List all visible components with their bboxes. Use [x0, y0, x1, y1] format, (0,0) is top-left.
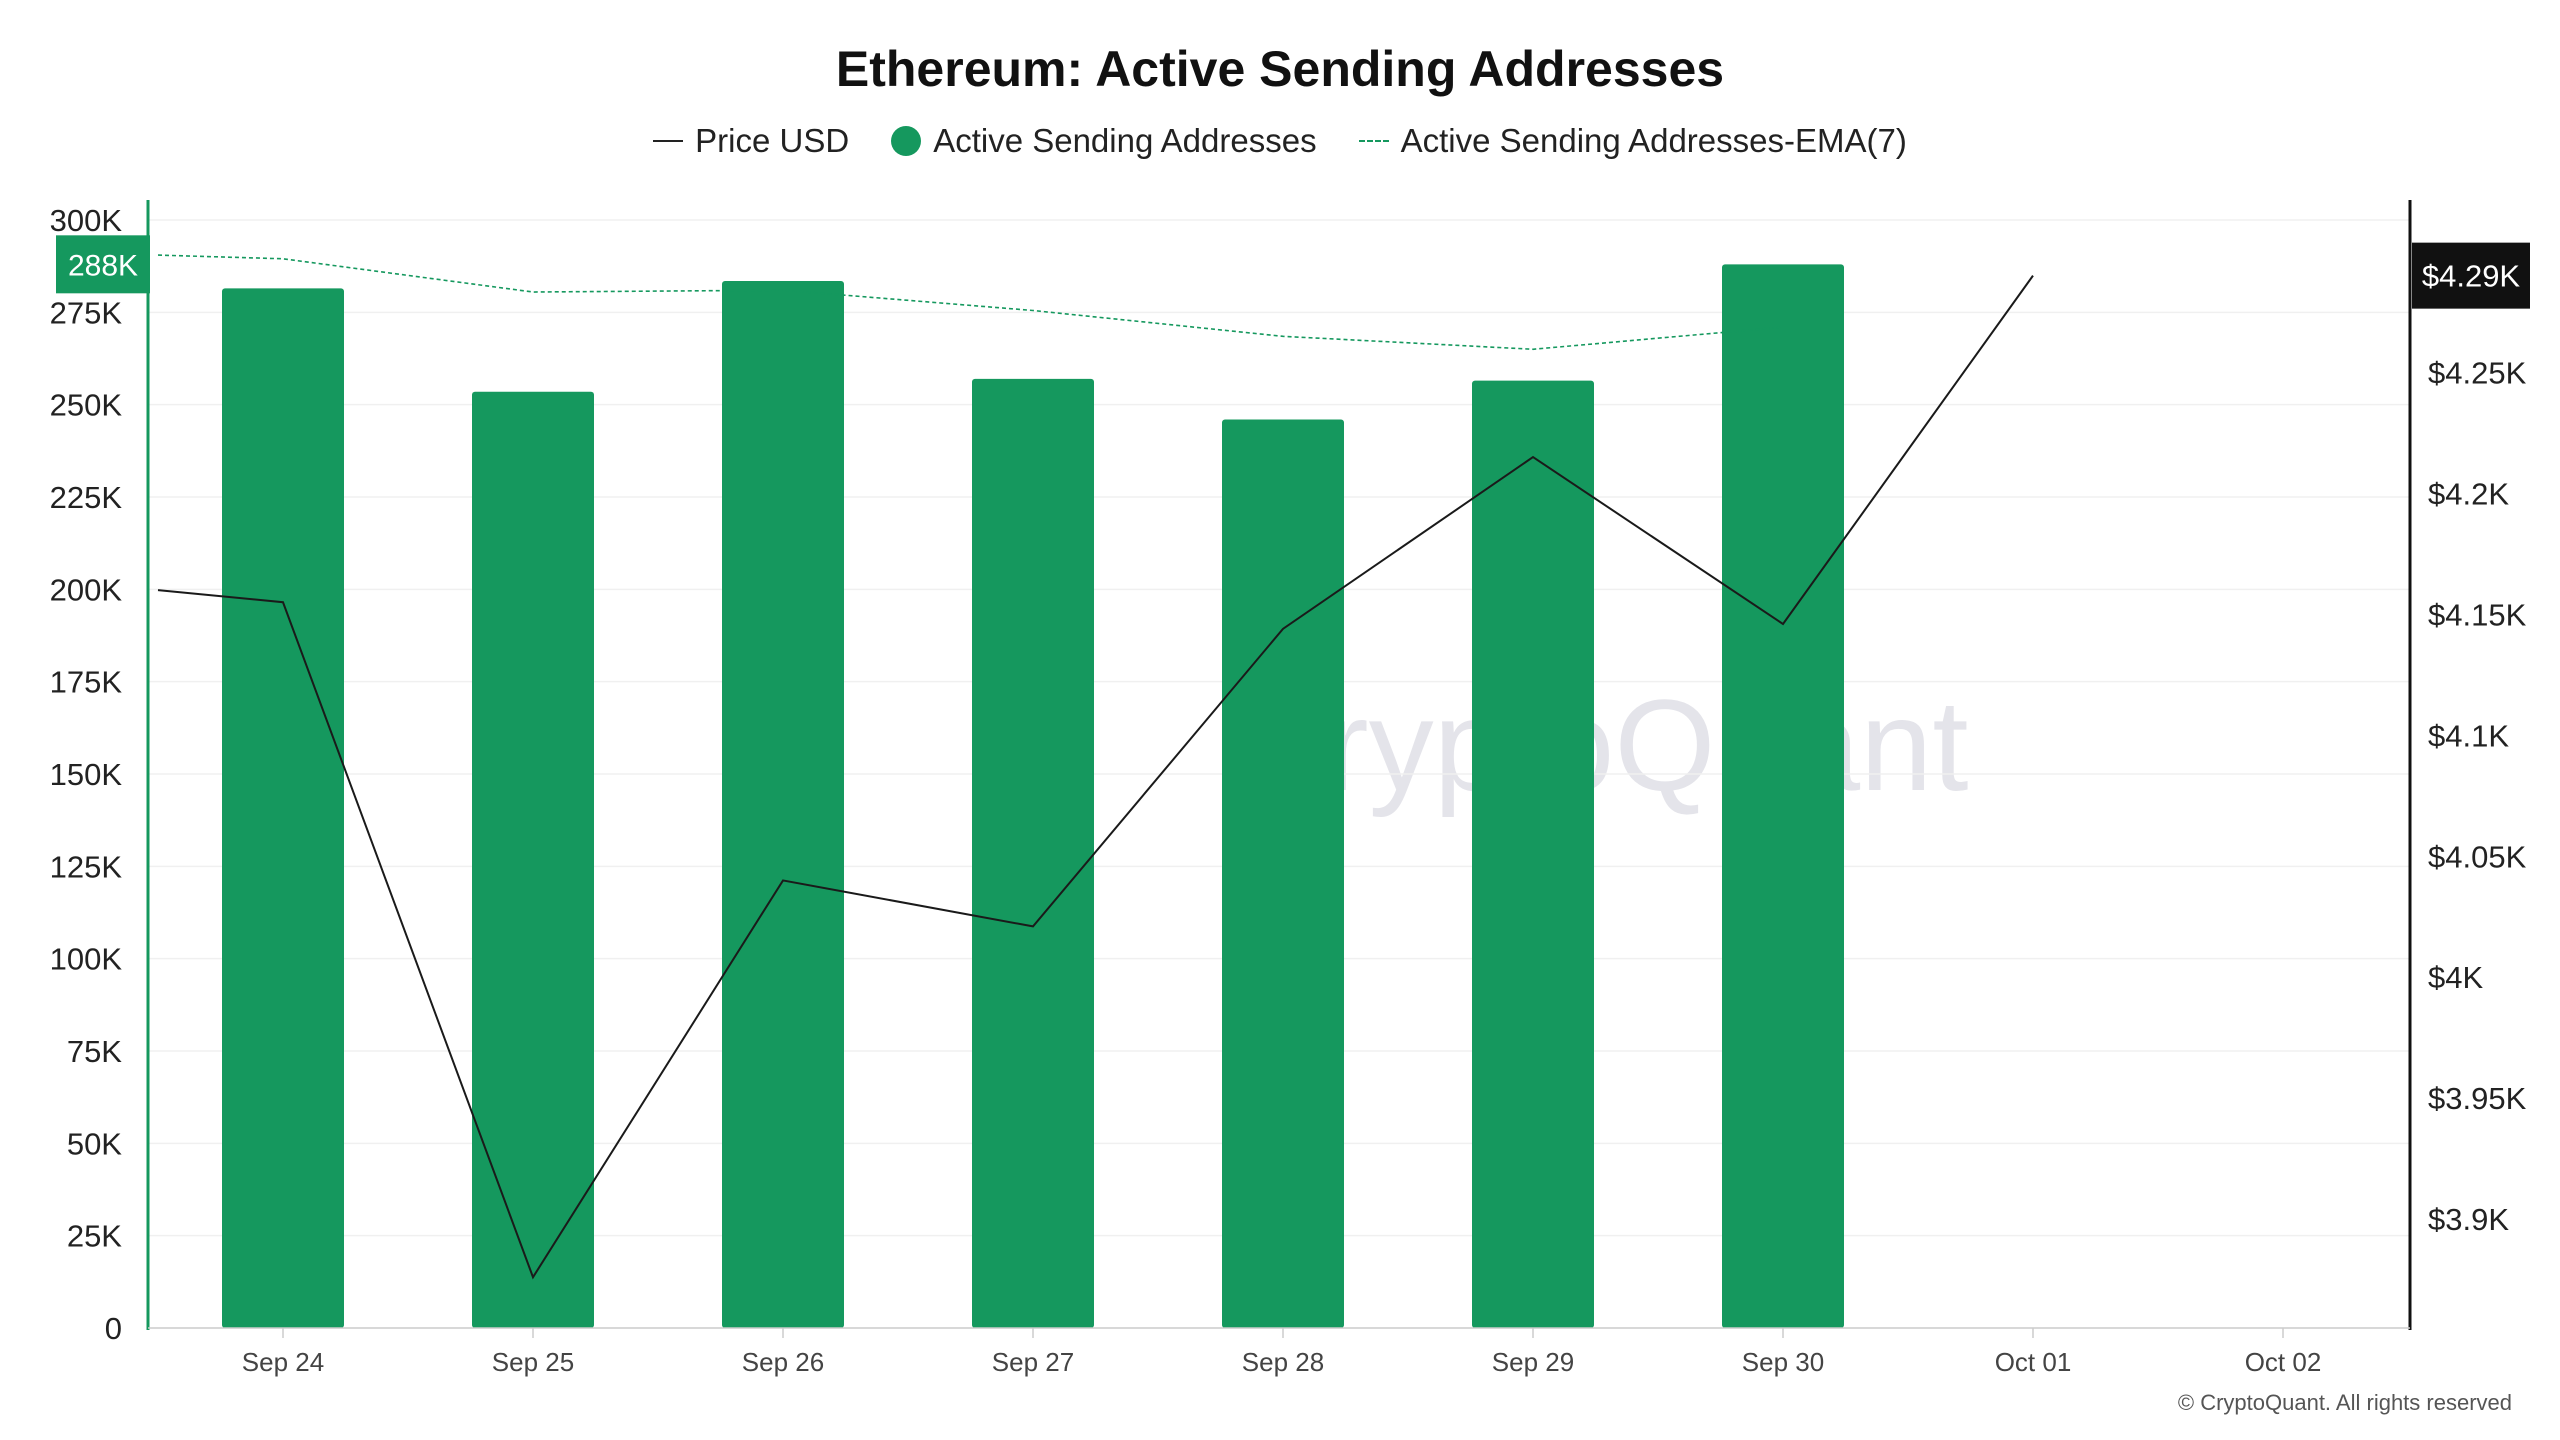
- bar: [972, 378, 1094, 1328]
- y-right-tick-label: $4.2K: [2428, 476, 2509, 511]
- copyright-notice: © CryptoQuant. All rights reserved: [2177, 1390, 2512, 1415]
- x-tick-label: Oct 01: [1995, 1347, 2072, 1377]
- y-left-tick-label: 125K: [50, 849, 123, 884]
- y-left-tick-label: 150K: [50, 757, 123, 792]
- watermark-logo: CryptoQuant: [1231, 672, 1968, 818]
- bar: [1472, 380, 1594, 1328]
- x-tick-label: Oct 02: [2245, 1347, 2322, 1377]
- ema-line: [157, 254, 1784, 351]
- label-layer: 0 25K 50K 75K 100K 125K 150K 175K 200K 225K 250K 27…: [50, 203, 2530, 1377]
- y-left-tick-label: 300K: [50, 203, 123, 238]
- x-tick-label: Sep 28: [1242, 1347, 1324, 1377]
- bar: [472, 391, 594, 1328]
- chart-title: Ethereum: Active Sending Addresses: [835, 41, 1725, 97]
- y-right-tick-label: $4.05K: [2428, 839, 2527, 874]
- legend-item-ema[interactable]: Active Sending Addresses-EMA(7): [1358, 122, 1907, 160]
- x-tick-label: Sep 27: [992, 1347, 1074, 1377]
- legend-label-active-sending: Active Sending Addresses: [933, 122, 1317, 159]
- y-left-current-value-label: 288K: [68, 249, 138, 282]
- legend-dashed-swatch: [1358, 140, 1389, 142]
- y-right-current-price-label: $4.29K: [2422, 259, 2521, 294]
- x-tick-label: Sep 26: [742, 1347, 824, 1377]
- legend-line-swatch: [653, 140, 684, 142]
- y-right-tick-label: $4.1K: [2428, 718, 2509, 753]
- bar-layer: [222, 264, 1844, 1329]
- y-left-tick-label: 75K: [67, 1034, 122, 1069]
- legend-label-ema: Active Sending Addresses-EMA(7): [1400, 122, 1907, 159]
- ema-layer: [157, 254, 1784, 351]
- chart-legend: Price USD Active Sending Addresses Activ…: [0, 122, 2560, 160]
- x-tick-label: Sep 29: [1492, 1347, 1574, 1377]
- y-left-tick-label: 100K: [50, 942, 123, 977]
- x-tick-label: Sep 24: [242, 1347, 324, 1377]
- y-left-tick-label: 175K: [50, 665, 123, 700]
- price-line: [157, 275, 2034, 1280]
- x-tick-label: Sep 25: [492, 1347, 574, 1377]
- price-layer: [157, 275, 2034, 1280]
- y-right-tick-label: $3.95K: [2428, 1081, 2527, 1116]
- y-right-tick-label: $4K: [2428, 960, 2483, 995]
- y-left-tick-label: 0: [105, 1311, 122, 1346]
- y-left-current-value-badge: [56, 235, 150, 294]
- y-right-tick-label: $4.25K: [2428, 355, 2527, 390]
- bar: [1722, 264, 1844, 1328]
- y-left-tick-label: 250K: [50, 388, 123, 423]
- y-left-tick-label: 200K: [50, 572, 123, 607]
- legend-item-active-sending[interactable]: Active Sending Addresses: [891, 122, 1317, 160]
- bar: [1222, 419, 1344, 1328]
- y-right-current-price-badge: [2412, 242, 2530, 309]
- legend-label-price: Price USD: [695, 122, 850, 159]
- y-left-tick-label: 50K: [67, 1126, 122, 1161]
- axis-layer: [146, 200, 2412, 1338]
- y-right-tick-label: $4.15K: [2428, 597, 2527, 632]
- bar: [222, 288, 344, 1328]
- y-left-tick-label: 275K: [50, 295, 123, 330]
- y-right-tick-label: $3.9K: [2428, 1202, 2509, 1237]
- legend-dot-swatch: [891, 126, 922, 156]
- bar: [722, 280, 844, 1329]
- y-left-tick-label: 225K: [50, 480, 123, 515]
- legend-item-price[interactable]: Price USD: [653, 122, 849, 160]
- x-tick-label: Sep 30: [1742, 1347, 1824, 1377]
- y-left-tick-label: 25K: [67, 1219, 122, 1254]
